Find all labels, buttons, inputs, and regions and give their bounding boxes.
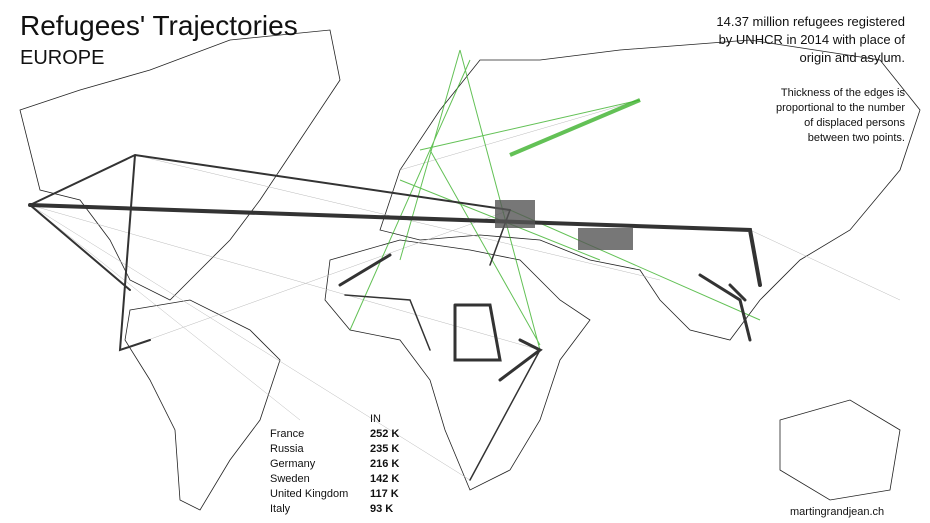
count: 142 K [370, 473, 399, 485]
description-line: origin and asylum. [800, 50, 906, 65]
land [19, 29, 921, 511]
australia [779, 399, 901, 501]
description-line: by UNHCR in 2014 with place of [719, 32, 906, 47]
count: 216 K [370, 458, 399, 470]
country: France [270, 428, 304, 440]
country: Russia [270, 443, 305, 455]
note: Thickness of the edges is proportional to… [776, 87, 906, 144]
count: 235 K [370, 443, 399, 455]
flow [509, 98, 641, 157]
description: 14.37 million refugees registered by UNHC… [716, 14, 905, 65]
note-line: between two points. [808, 132, 905, 144]
title: Refugees' Trajectories [20, 10, 298, 41]
flow [338, 253, 752, 382]
count: 117 K [370, 488, 399, 500]
eurasia [379, 39, 921, 341]
subtitle: EUROPE [20, 47, 104, 69]
north-america [19, 29, 341, 301]
flow [28, 203, 762, 287]
country: Italy [270, 503, 291, 515]
country: Germany [270, 458, 316, 470]
count: 252 K [370, 428, 399, 440]
note-line: Thickness of the edges is [781, 87, 906, 99]
table-header: IN [370, 413, 381, 425]
description-line: 14.37 million refugees registered [716, 14, 905, 29]
table: IN France 252 K Russia 235 K Germany 216 K Swe… [270, 413, 399, 515]
note-line: proportional to the number [776, 102, 905, 114]
africa [324, 239, 591, 491]
country: United Kingdom [270, 488, 348, 500]
flow-node [578, 228, 633, 250]
flows [28, 49, 901, 481]
count: 93 K [370, 503, 393, 515]
flow [29, 153, 511, 352]
south-america [124, 299, 281, 511]
country: Sweden [270, 473, 310, 485]
flow-node [495, 200, 535, 228]
credit: martingrandjean.ch [790, 506, 884, 518]
note-line: of displaced persons [804, 117, 905, 129]
